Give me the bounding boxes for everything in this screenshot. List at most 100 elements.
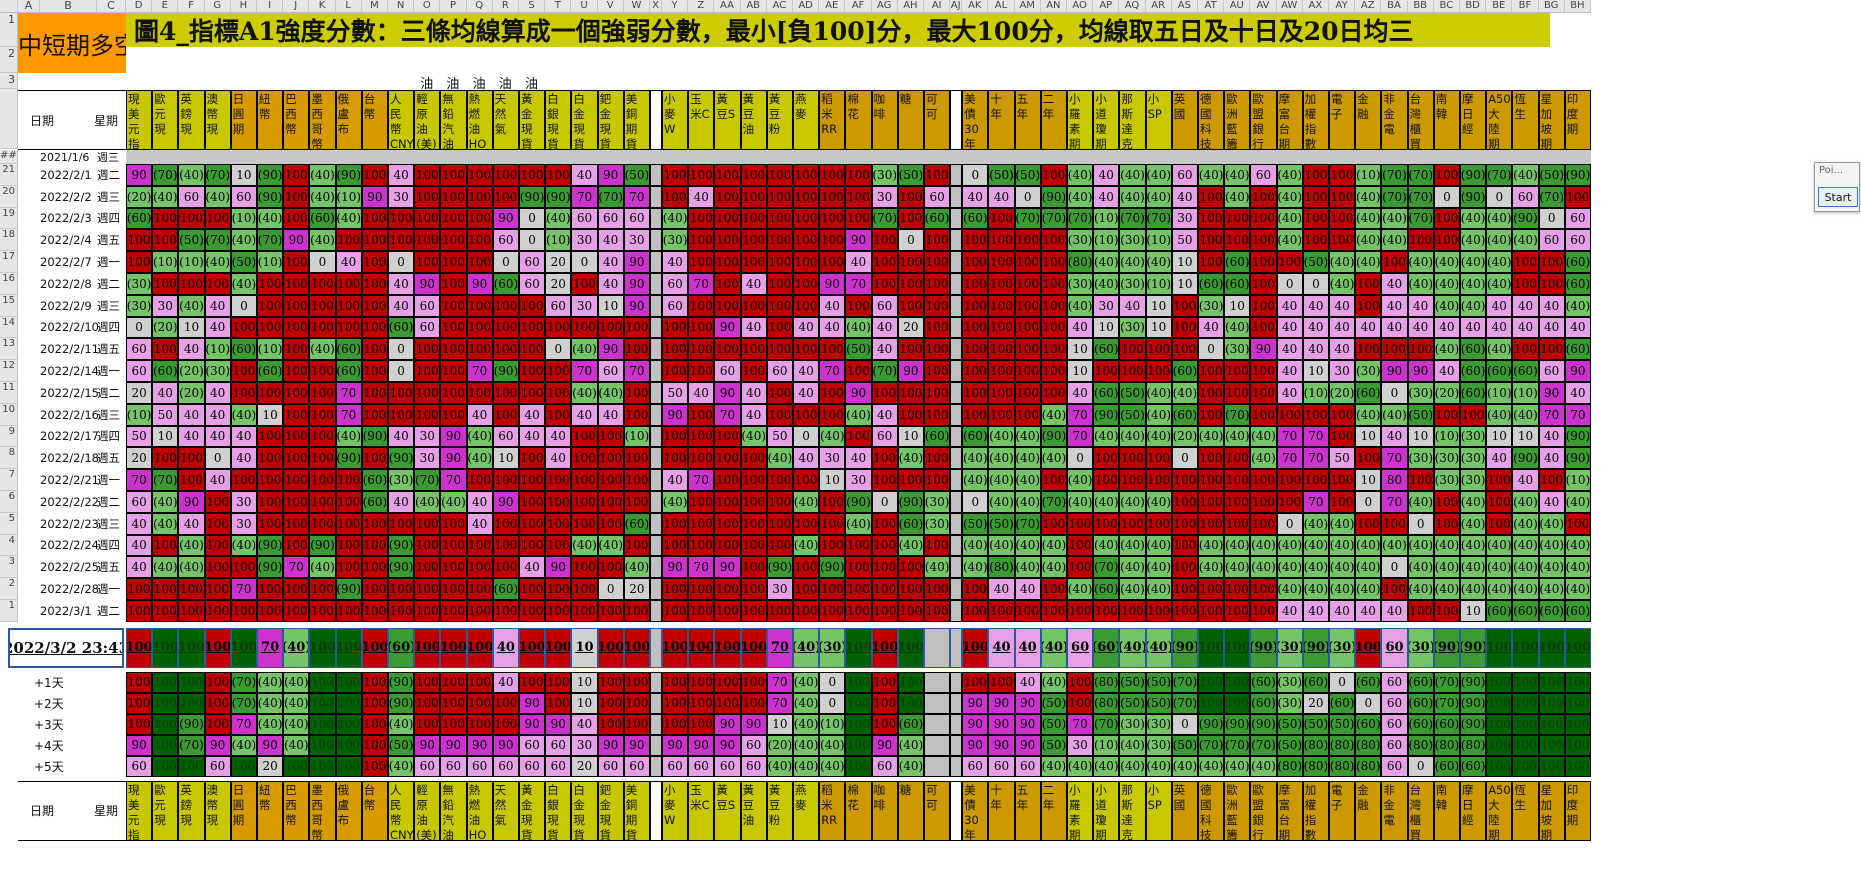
score-cell[interactable]: 40: [1276, 382, 1303, 404]
score-cell[interactable]: (30): [204, 360, 231, 382]
score-cell[interactable]: (40): [1460, 491, 1487, 513]
score-cell[interactable]: (50): [623, 164, 650, 186]
score-cell[interactable]: (40): [1486, 273, 1513, 295]
score-cell[interactable]: 100: [988, 316, 1015, 339]
score-cell[interactable]: (40): [414, 491, 441, 513]
top-asset-header[interactable]: 白金現貨XPT: [571, 90, 598, 150]
column-letter[interactable]: H: [230, 0, 257, 13]
score-cell[interactable]: (40): [1145, 185, 1172, 208]
score-cell[interactable]: (40): [1067, 185, 1094, 208]
score-cell[interactable]: 100: [440, 534, 467, 557]
forecast-score-cell[interactable]: 100: [204, 713, 231, 735]
current-score-cell[interactable]: (90): [1433, 627, 1460, 668]
score-cell[interactable]: 100: [688, 403, 715, 426]
score-cell[interactable]: (30): [126, 294, 153, 317]
score-cell[interactable]: 100: [1224, 578, 1251, 600]
score-cell[interactable]: (40): [1276, 556, 1303, 579]
top-asset-header[interactable]: 台幣: [361, 90, 388, 150]
score-cell[interactable]: 10: [1355, 469, 1382, 491]
forecast-score-cell[interactable]: 90: [257, 734, 284, 756]
score-cell[interactable]: 100: [1224, 600, 1251, 622]
bottom-asset-header[interactable]: 印度期: [1564, 780, 1591, 841]
score-cell[interactable]: 0: [492, 251, 519, 273]
score-cell[interactable]: 100: [335, 556, 362, 579]
current-score-cell[interactable]: [650, 627, 662, 668]
bottom-asset-header[interactable]: 紐幣: [257, 780, 284, 841]
score-cell[interactable]: 100: [440, 273, 467, 295]
score-cell[interactable]: (40): [1093, 534, 1120, 557]
forecast-score-cell[interactable]: 60: [519, 734, 546, 756]
forecast-score-cell[interactable]: (50): [388, 734, 415, 756]
score-cell[interactable]: 100: [988, 207, 1015, 230]
row-number[interactable]: 2: [0, 47, 18, 73]
score-cell[interactable]: 100: [545, 403, 572, 426]
bottom-asset-header[interactable]: 無鉛汽油RB: [440, 780, 467, 841]
score-cell[interactable]: 100: [962, 360, 989, 382]
score-cell[interactable]: 100: [1040, 229, 1067, 252]
score-cell[interactable]: 100: [230, 360, 257, 382]
score-cell[interactable]: 70: [688, 469, 715, 491]
score-cell[interactable]: 100: [766, 164, 793, 186]
score-cell[interactable]: (40): [1486, 251, 1513, 273]
top-asset-header[interactable]: 熱燃油HO: [466, 90, 493, 150]
forecast-score-cell[interactable]: 100: [662, 713, 689, 735]
score-cell[interactable]: 100: [309, 600, 336, 622]
score-cell[interactable]: 70: [335, 403, 362, 426]
column-letter[interactable]: I: [257, 0, 284, 13]
score-cell[interactable]: 100: [571, 273, 598, 295]
score-cell[interactable]: (70): [1538, 185, 1565, 208]
score-cell[interactable]: (90): [492, 360, 519, 382]
score-cell[interactable]: 100: [766, 491, 793, 513]
forecast-score-cell[interactable]: [650, 671, 662, 693]
forecast-score-cell[interactable]: (30): [1276, 692, 1303, 714]
forecast-score-cell[interactable]: (100): [1538, 671, 1565, 693]
score-cell[interactable]: 70: [688, 273, 715, 295]
score-cell[interactable]: 100: [230, 469, 257, 491]
score-cell[interactable]: 100: [714, 164, 741, 186]
score-cell[interactable]: (40): [178, 534, 205, 557]
score-cell[interactable]: 100: [361, 403, 388, 426]
score-cell[interactable]: (60): [897, 512, 924, 535]
score-cell[interactable]: (10): [623, 425, 650, 448]
bottom-asset-header[interactable]: [650, 780, 662, 841]
column-letter[interactable]: BE: [1486, 0, 1513, 13]
score-cell[interactable]: (40): [1407, 491, 1434, 513]
forecast-score-cell[interactable]: (40): [1093, 755, 1120, 777]
score-cell[interactable]: 100: [871, 578, 898, 600]
score-cell[interactable]: 60: [571, 207, 598, 230]
forecast-score-cell[interactable]: (100): [845, 692, 872, 714]
bottom-asset-header[interactable]: 台幣: [361, 780, 388, 841]
row-number[interactable]: 4: [0, 534, 18, 557]
score-cell[interactable]: 20: [126, 447, 153, 470]
score-cell[interactable]: 100: [1014, 251, 1041, 273]
score-cell[interactable]: 100: [662, 425, 689, 448]
score-cell[interactable]: (70): [1381, 164, 1408, 186]
score-cell[interactable]: 40: [1067, 382, 1094, 404]
top-asset-header[interactable]: 白銀現貨: [545, 90, 572, 150]
score-cell[interactable]: (40): [597, 534, 624, 557]
forecast-score-cell[interactable]: 90: [1014, 713, 1041, 735]
score-cell[interactable]: 40: [1355, 316, 1382, 339]
score-cell[interactable]: (40): [662, 207, 689, 230]
score-cell[interactable]: (40): [1564, 294, 1591, 317]
score-cell[interactable]: (40): [440, 491, 467, 513]
score-cell[interactable]: 100: [688, 600, 715, 622]
column-letter[interactable]: AY: [1329, 0, 1356, 13]
forecast-score-cell[interactable]: 60: [1381, 692, 1408, 714]
score-cell[interactable]: [650, 447, 662, 470]
forecast-score-cell[interactable]: [924, 755, 951, 777]
score-cell[interactable]: 100: [688, 164, 715, 186]
column-letter[interactable]: AR: [1145, 0, 1172, 13]
score-cell[interactable]: 60: [492, 425, 519, 448]
score-cell[interactable]: 100: [283, 382, 310, 404]
forecast-score-cell[interactable]: (100): [1486, 671, 1513, 693]
forecast-score-cell[interactable]: 100: [623, 671, 650, 693]
forecast-score-cell[interactable]: 90: [740, 713, 767, 735]
score-cell[interactable]: 100: [571, 556, 598, 579]
score-cell[interactable]: (40): [1433, 534, 1460, 557]
forecast-score-cell[interactable]: (100): [1538, 692, 1565, 714]
score-cell[interactable]: 70: [1381, 447, 1408, 470]
score-cell[interactable]: 70: [1302, 425, 1329, 448]
forecast-score-cell[interactable]: (80): [1355, 734, 1382, 756]
score-cell[interactable]: 100: [440, 294, 467, 317]
